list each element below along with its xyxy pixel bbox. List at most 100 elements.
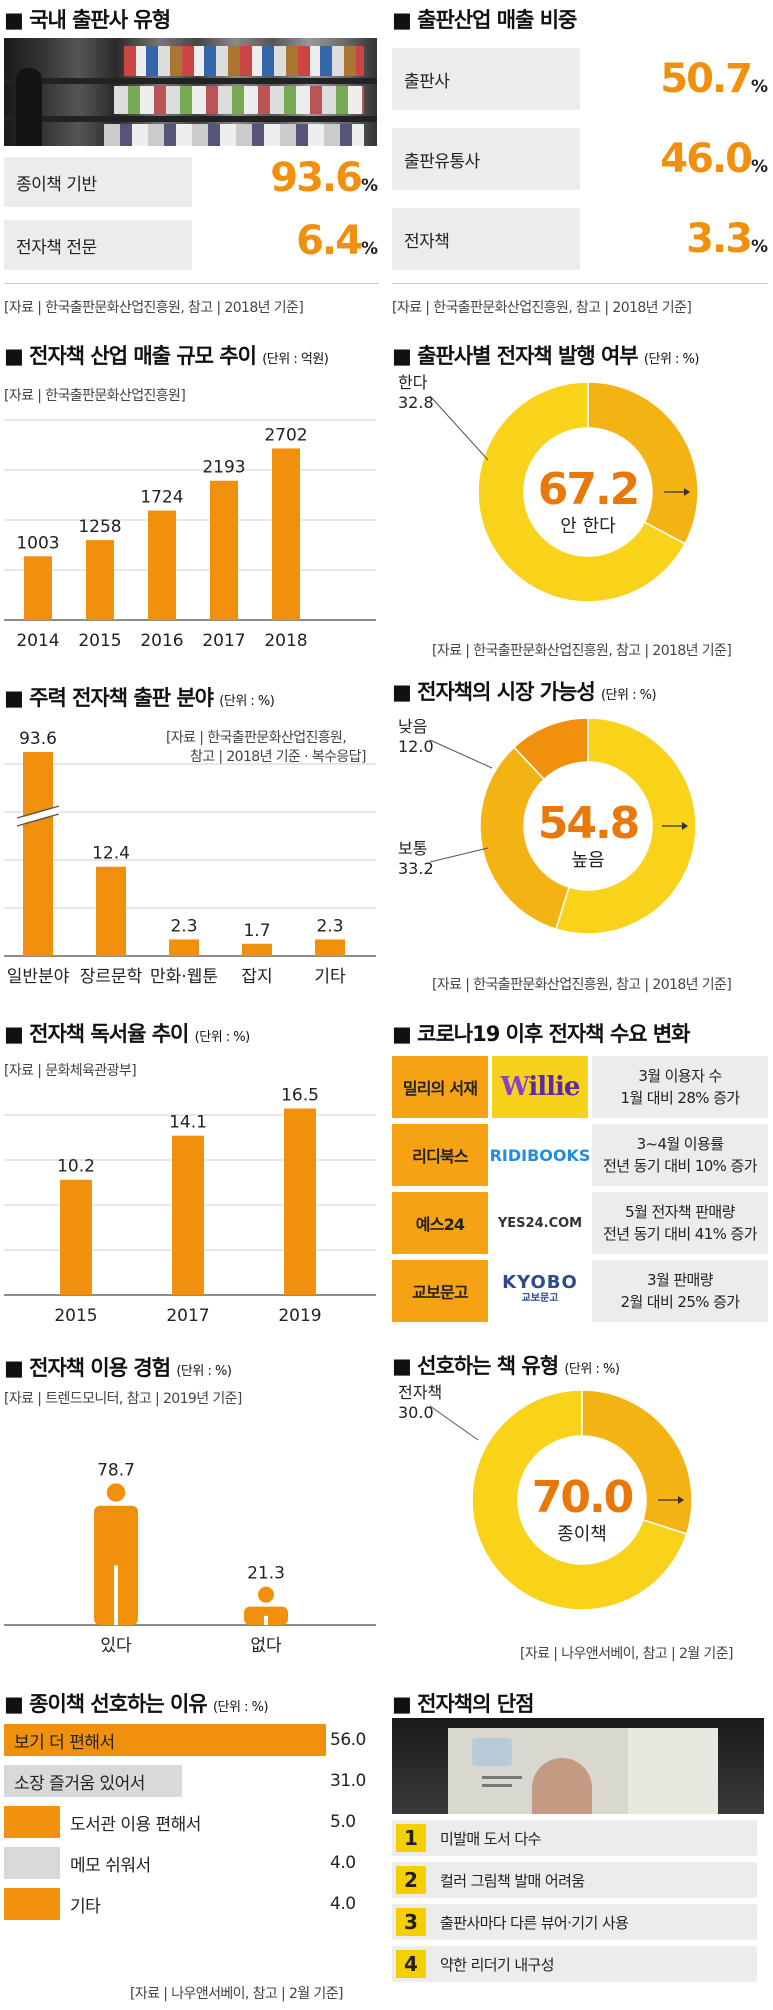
disadvantage-text: 출판사마다 다른 뷰어·기기 사용 <box>440 1913 629 1932</box>
donut-slice <box>554 717 697 935</box>
corona-company-name: 리디북스 <box>392 1124 488 1186</box>
section-title-market: ■ 전자책의 시장 가능성 (단위 : %) <box>392 680 657 704</box>
data-label: 78.7 <box>97 1460 135 1480</box>
source-genre-line2: 참고 | 2018년 기준 · 복수응답] <box>190 749 366 765</box>
data-label: 5.0 <box>330 1812 356 1832</box>
callout-line <box>429 395 489 461</box>
chart-experience: 78.7 있다 21.3 없다 <box>4 1460 376 1656</box>
data-label: 12.4 <box>92 844 130 864</box>
data-label: 2702 <box>264 425 307 445</box>
section-title-experience: ■ 전자책 이용 경험 (단위 : %) <box>4 1356 232 1380</box>
source-pub-ebook: [자료 | 한국출판문화산업진흥원, 참고 | 2018년 기준] <box>432 643 732 659</box>
corona-change-text: 3월 판매량 2월 대비 25% 증가 <box>592 1260 768 1322</box>
data-label: 10.2 <box>57 1157 95 1177</box>
disadvantage-item: 1 미발매 도서 다수 <box>392 1820 757 1856</box>
donut-slice <box>471 1389 688 1611</box>
tick-label: 소장 즐거움 있어서 <box>14 1773 145 1794</box>
disadvantage-number: 4 <box>396 1950 426 1978</box>
revenue-value-ebook: 3.3% <box>686 216 768 262</box>
pointer-arrow <box>682 822 688 830</box>
section-title-corona: ■ 코로나19 이후 전자책 수요 변화 <box>392 1022 690 1046</box>
disadvantage-item: 4 약한 리더기 내구성 <box>392 1946 757 1982</box>
data-label: 14.1 <box>169 1113 207 1133</box>
slice-value: 30.0 <box>398 1403 434 1422</box>
bar <box>169 939 199 956</box>
bar <box>60 1179 92 1295</box>
pointer-arrow <box>684 488 690 496</box>
ebook-reader-photo <box>392 1718 764 1814</box>
slice-value: 33.2 <box>398 859 434 878</box>
corona-company-name: 밀리의 서재 <box>392 1056 488 1118</box>
data-label: 21.3 <box>247 1564 285 1584</box>
bar <box>284 1108 316 1295</box>
corona-change-text: 3~4월 이용률 전년 동기 대비 10% 증가 <box>592 1124 768 1186</box>
tick-label: 있다 <box>100 1636 132 1656</box>
bar <box>86 540 114 620</box>
source-revenue-share: [자료 | 한국출판문화산업진흥원, 참고 | 2018년 기준] <box>392 300 692 316</box>
data-label: 16.5 <box>281 1086 319 1106</box>
center-label: 안 한다 <box>560 516 616 537</box>
data-label: 1258 <box>78 517 121 537</box>
revenue-value-distributor: 46.0% <box>660 136 768 182</box>
tick-label: 잡지 <box>241 967 272 987</box>
tick-label: 보기 더 편해서 <box>14 1732 115 1753</box>
bar <box>315 939 345 956</box>
pub-type-label-ebook: 전자책 전문 <box>4 220 192 270</box>
person-head <box>106 1483 126 1502</box>
bar <box>242 943 272 956</box>
data-label: 31.0 <box>330 1771 366 1791</box>
chart-ebook-sales: 1003 2014 1258 2015 1724 2016 2193 2017 2702 2018 <box>4 419 376 651</box>
tick-label: 2015 <box>54 1306 97 1326</box>
tick-label: 일반분야 <box>7 967 70 987</box>
corona-row: 밀리의 서재 Willie 3월 이용자 수 1월 대비 28% 증가 <box>392 1056 768 1122</box>
center-value: 70.0 <box>532 1472 633 1523</box>
tick-label: 기타 <box>70 1896 101 1917</box>
tick-label: 2017 <box>166 1306 209 1326</box>
kyobo-logo: KYOBO 교보문고 <box>492 1260 588 1322</box>
disadvantage-text: 컬러 그림책 발매 어려움 <box>440 1871 585 1890</box>
source-reasons: [자료 | 나우앤서베이, 참고 | 2월 기준] <box>130 1986 343 2002</box>
bar <box>24 556 52 620</box>
tick-label: 2015 <box>78 631 121 651</box>
callout-line <box>429 847 489 863</box>
bar <box>4 1724 326 1756</box>
data-label: 1724 <box>140 488 183 508</box>
axis-break <box>16 807 60 825</box>
revenue-label-distributor: 출판유통사 <box>392 128 580 190</box>
data-label: 93.6 <box>19 729 57 749</box>
revenue-label-ebook: 전자책 <box>392 208 580 270</box>
tick-label: 2016 <box>140 631 183 651</box>
source-prefer: [자료 | 나우앤서베이, 참고 | 2월 기준] <box>520 1646 733 1662</box>
slice-value: 32.8 <box>398 393 434 412</box>
donut-slice <box>581 1389 693 1535</box>
axis-break <box>16 813 60 827</box>
data-label: 2.3 <box>170 916 197 936</box>
center-label: 높음 <box>571 850 604 871</box>
pub-type-label-paper: 종이책 기반 <box>4 157 192 207</box>
disadvantage-number: 1 <box>396 1824 426 1852</box>
source-reading: [자료 | 문화체육관광부] <box>4 1063 137 1079</box>
chart-reading: 10.2 2015 14.1 2017 16.5 2019 <box>4 1086 376 1326</box>
tick-label: 기타 <box>314 967 346 987</box>
data-label: 1.7 <box>243 921 270 941</box>
bar <box>4 1847 60 1879</box>
person-leg-gap <box>114 1565 118 1625</box>
divider <box>4 283 378 284</box>
pub-type-value-paper: 93.6% <box>270 155 378 201</box>
tick-label: 2018 <box>264 631 307 651</box>
center-value: 54.8 <box>538 798 639 849</box>
slice-label: 낮음 <box>398 717 427 736</box>
tick-label: 2014 <box>16 631 59 651</box>
bar <box>23 752 53 956</box>
donut-slice <box>477 381 687 603</box>
tick-label: 2017 <box>202 631 245 651</box>
source-market: [자료 | 한국출판문화산업진흥원, 참고 | 2018년 기준] <box>432 977 732 993</box>
donut-slice <box>513 717 589 781</box>
callout-line <box>429 1405 479 1441</box>
disadvantage-text: 미발매 도서 다수 <box>440 1829 541 1848</box>
corona-change-text: 3월 이용자 수 1월 대비 28% 증가 <box>592 1056 768 1118</box>
section-title-reading: ■ 전자책 독서율 추이 (단위 : %) <box>4 1022 250 1046</box>
disadvantage-number: 3 <box>396 1908 426 1936</box>
